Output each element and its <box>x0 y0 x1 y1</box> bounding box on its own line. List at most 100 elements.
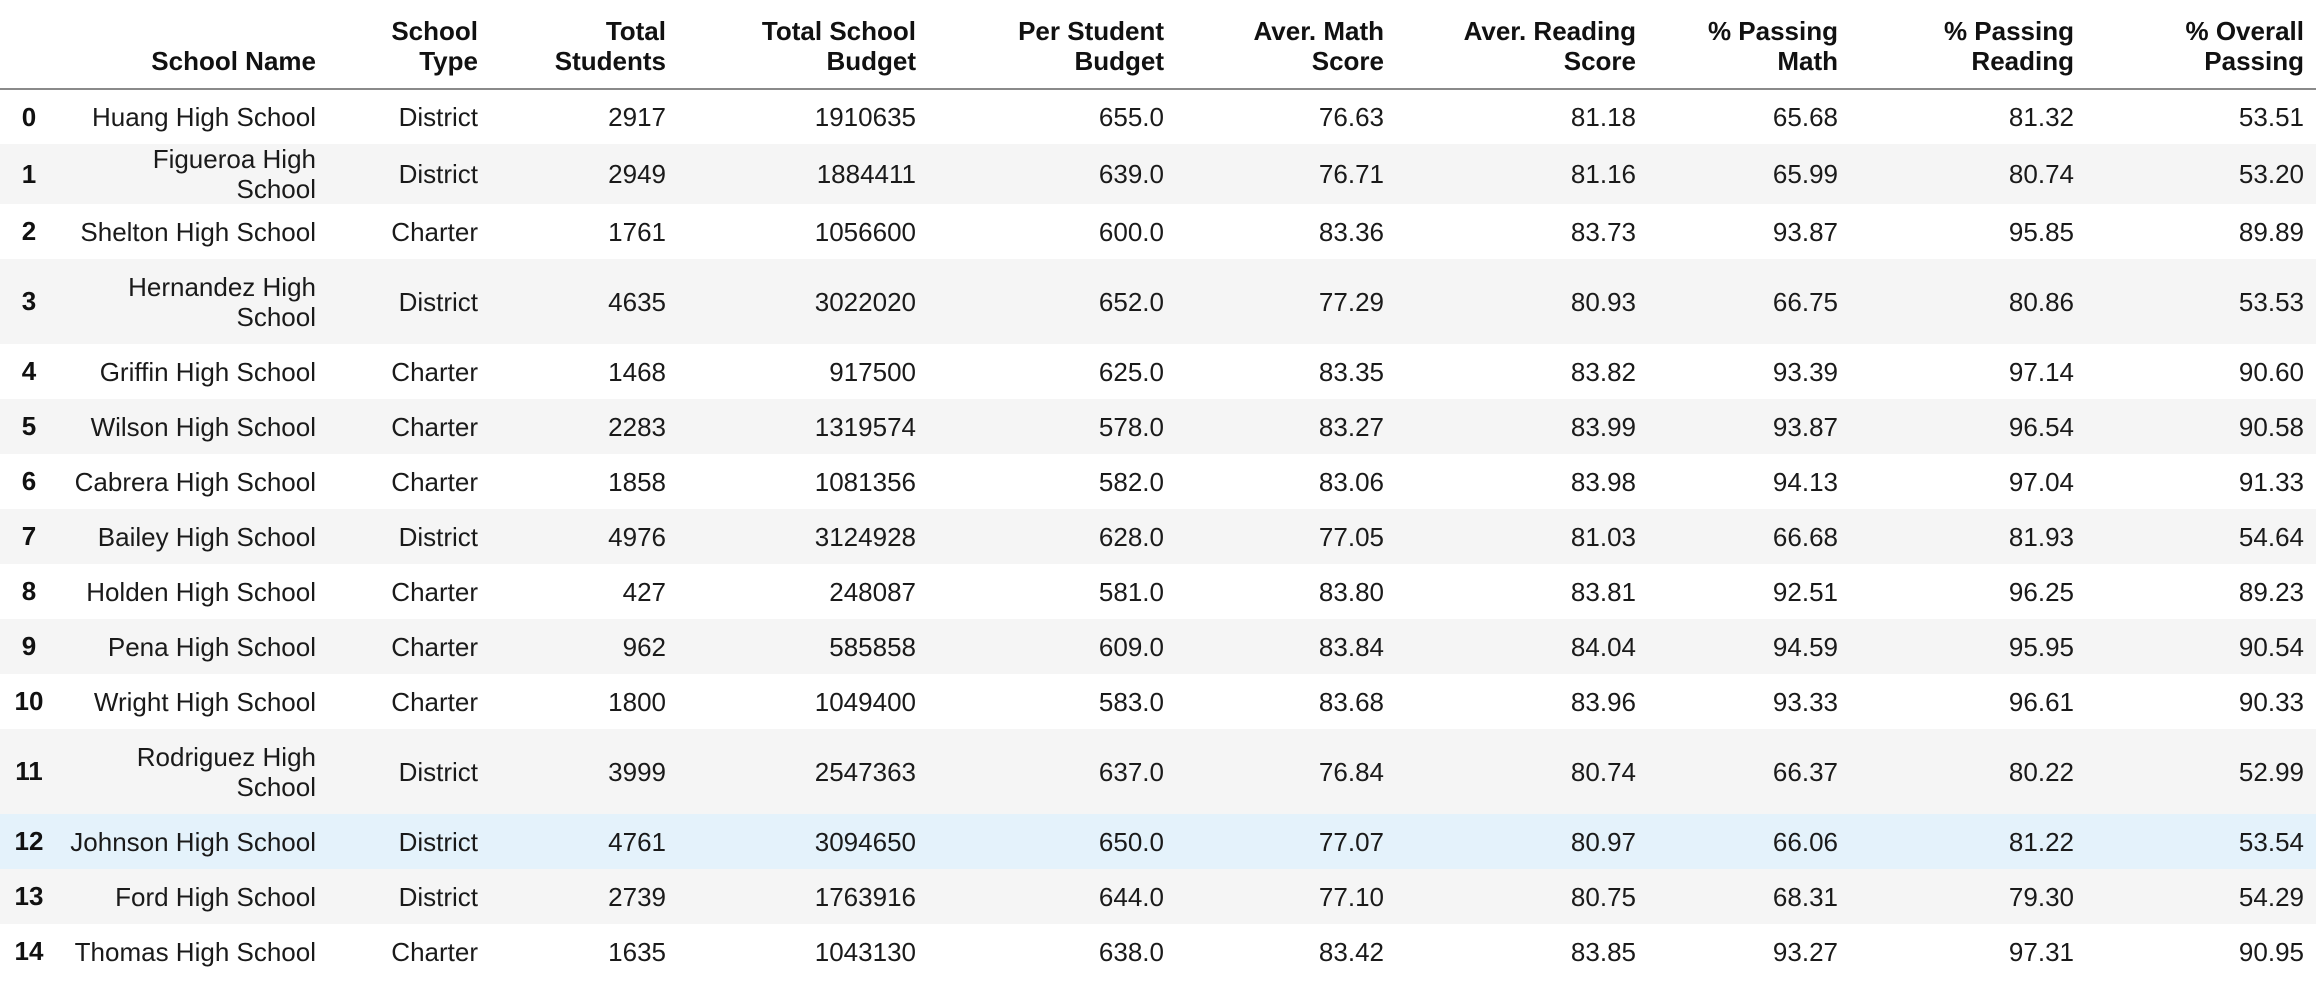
header-per-student-budget-line2: Budget <box>1074 46 1164 76</box>
table-body: 0 Huang High School District 2917 1910635 655… <box>0 89 2316 979</box>
cell-avg-reading: 80.74 <box>1570 756 1636 787</box>
cell-pct-overall: 89.23 <box>2238 576 2304 607</box>
header-pct-math-line2: Math <box>1777 46 1838 76</box>
cell-school-type: District <box>398 102 478 132</box>
cell-school-name: Ford High School <box>58 869 328 924</box>
row-index: 10 <box>14 686 44 716</box>
cell-avg-math: 76.63 <box>1318 102 1384 132</box>
table-row: 14 Thomas High School Charter 1635 1043130 63… <box>0 924 2316 979</box>
cell-school-name: Shelton High School <box>58 204 328 259</box>
table-row: 1 Figueroa High School District 2949 1884411… <box>0 144 2316 204</box>
cell-avg-reading: 81.18 <box>1570 102 1636 132</box>
cell-pct-reading: 95.95 <box>2008 631 2074 662</box>
cell-total-students: 3999 <box>608 756 666 787</box>
school-name-line: Wright High School <box>93 686 316 717</box>
cell-pct-reading: 97.04 <box>2008 466 2074 497</box>
cell-school-type: Charter <box>391 411 478 442</box>
cell-pct-overall: 89.89 <box>2238 216 2304 247</box>
header-total-students: Total Students <box>490 0 678 90</box>
cell-school-name: Cabrera High School <box>58 454 328 509</box>
cell-school-type: Charter <box>391 631 478 662</box>
row-index: 4 <box>21 356 37 386</box>
header-total-students-line2: Students <box>554 46 666 76</box>
cell-avg-math: 77.05 <box>1318 521 1384 552</box>
cell-school-name: Thomas High School <box>58 924 328 979</box>
cell-per-student-budget: 600.0 <box>1098 216 1164 247</box>
header-pct-overall: % Overall Passing <box>2086 0 2316 90</box>
header-avg-math: Aver. Math Score <box>1176 0 1396 90</box>
row-index: 0 <box>21 101 37 132</box>
cell-pct-reading: 81.93 <box>2008 521 2074 552</box>
cell-avg-math: 77.29 <box>1318 286 1384 317</box>
header-total-budget: Total School Budget <box>678 0 928 90</box>
school-name-line: Shelton High School <box>80 216 316 247</box>
cell-pct-math: 93.33 <box>1772 686 1838 717</box>
header-total-students-line1: Total <box>605 16 666 46</box>
cell-total-budget: 248087 <box>829 576 916 607</box>
cell-school-type: Charter <box>391 216 478 247</box>
school-name-line: Ford High School <box>115 881 316 912</box>
table-row: 5 Wilson High School Charter 2283 1319574 578… <box>0 399 2316 454</box>
cell-pct-overall: 90.95 <box>2238 936 2304 967</box>
header-pct-reading-line2: Reading <box>1971 46 2074 76</box>
table-row: 3 Hernandez High School District 4635 3022020… <box>0 259 2316 344</box>
cell-pct-math: 93.39 <box>1772 356 1838 387</box>
cell-total-budget: 585858 <box>829 631 916 662</box>
cell-per-student-budget: 644.0 <box>1098 881 1164 912</box>
cell-total-students: 2917 <box>608 102 666 132</box>
cell-pct-overall: 53.53 <box>2238 286 2304 317</box>
school-name-line: Rodriguez High <box>136 741 316 772</box>
cell-school-type: District <box>398 881 478 912</box>
cell-per-student-budget: 652.0 <box>1098 286 1164 317</box>
cell-pct-overall: 54.29 <box>2238 881 2304 912</box>
header-school-type-line2: Type <box>419 46 478 76</box>
cell-total-students: 1635 <box>608 936 666 967</box>
cell-pct-overall: 54.64 <box>2238 521 2304 552</box>
cell-school-type: District <box>398 286 478 317</box>
cell-avg-reading: 83.98 <box>1570 466 1636 497</box>
cell-avg-reading: 80.93 <box>1570 286 1636 317</box>
cell-avg-math: 76.71 <box>1318 159 1384 189</box>
cell-school-name: Rodriguez High School <box>58 729 328 814</box>
header-pct-reading: % Passing Reading <box>1850 0 2086 90</box>
header-pct-overall-line2: Passing <box>2204 46 2304 76</box>
school-name-line: Thomas High School <box>74 936 316 967</box>
row-index: 1 <box>21 158 37 189</box>
table-row: 0 Huang High School District 2917 1910635 655… <box>0 89 2316 144</box>
table-row: 11 Rodriguez High School District 3999 254736… <box>0 729 2316 814</box>
cell-avg-reading: 80.97 <box>1570 826 1636 857</box>
header-pct-math-line1: % Passing <box>1707 16 1838 46</box>
school-name-line: School <box>236 301 317 332</box>
table-header: School Name School Type Total Students Tot… <box>0 0 2316 90</box>
school-name-line: Figueroa High School <box>152 144 316 204</box>
cell-avg-math: 76.84 <box>1318 756 1384 787</box>
row-index: 13 <box>14 881 44 911</box>
cell-avg-reading: 83.99 <box>1570 411 1636 442</box>
row-index: 14 <box>14 936 44 966</box>
cell-pct-reading: 79.30 <box>2008 881 2074 912</box>
cell-total-students: 4635 <box>608 286 666 317</box>
row-index: 2 <box>21 216 37 246</box>
cell-per-student-budget: 638.0 <box>1098 936 1164 967</box>
cell-total-students: 1468 <box>608 356 666 387</box>
cell-avg-reading: 81.16 <box>1570 159 1636 189</box>
cell-school-name: Johnson High School <box>58 814 328 869</box>
cell-per-student-budget: 628.0 <box>1098 521 1164 552</box>
table-row: 6 Cabrera High School Charter 1858 1081356 58… <box>0 454 2316 509</box>
cell-pct-reading: 96.61 <box>2008 686 2074 717</box>
cell-school-name: Figueroa High School <box>58 144 328 204</box>
cell-school-name: Holden High School <box>58 564 328 619</box>
cell-total-budget: 1763916 <box>814 881 916 912</box>
cell-avg-reading: 83.85 <box>1570 936 1636 967</box>
cell-per-student-budget: 578.0 <box>1098 411 1164 442</box>
table-row: 9 Pena High School Charter 962 585858 609.0 83… <box>0 619 2316 674</box>
cell-pct-reading: 80.74 <box>2008 159 2074 189</box>
row-index: 3 <box>21 286 37 316</box>
cell-total-budget: 2547363 <box>814 756 916 787</box>
cell-total-students: 962 <box>622 631 666 662</box>
cell-school-type: District <box>398 159 478 189</box>
cell-pct-overall: 90.33 <box>2238 686 2304 717</box>
cell-pct-math: 65.68 <box>1772 102 1838 132</box>
